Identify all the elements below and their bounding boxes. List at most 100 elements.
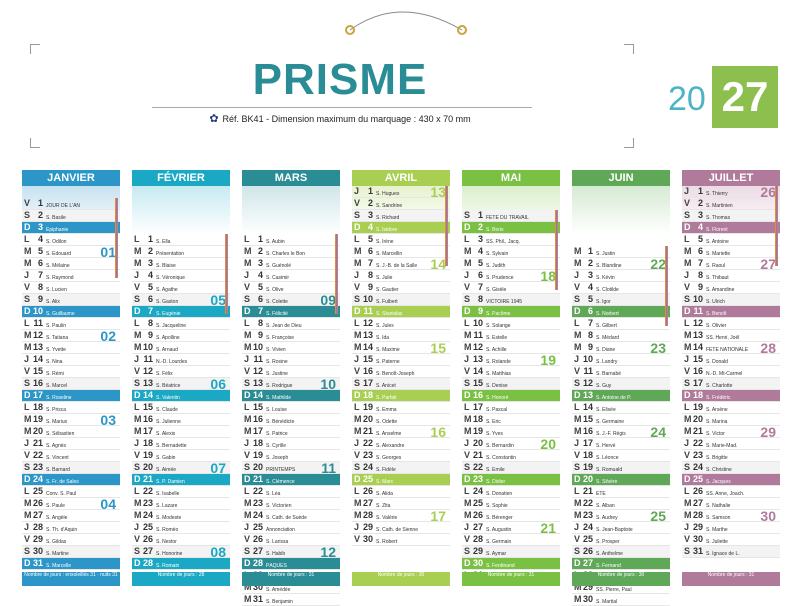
- day-number: 9: [367, 282, 373, 292]
- day-number: 5: [147, 282, 153, 292]
- day-row: J 11 S. Rosine: [242, 354, 340, 366]
- day-number: 12: [692, 318, 703, 328]
- weekday-letter: J: [354, 522, 360, 532]
- day-row: S 30 S. Martine: [22, 546, 120, 558]
- saint-name: S. Edouard: [46, 251, 72, 257]
- saint-name: S. Nathalie: [706, 503, 731, 509]
- day-row: L 11 S. Paulin: [22, 318, 120, 330]
- month-column-2: FÉVRIER L 1 S. Ella M 2 Présentation M 3 S. Blais…: [132, 170, 230, 586]
- day-row: M 28 S. Valérie: [352, 510, 450, 522]
- day-number: 29: [582, 582, 593, 592]
- weekday-letter: D: [354, 222, 361, 232]
- day-row: D 2 S. Boris: [462, 222, 560, 234]
- day-row: S 9 S. Alix: [22, 294, 120, 306]
- saint-name: S. Th. d'Aquin: [46, 527, 78, 533]
- saint-name: S. Joseph: [266, 455, 289, 461]
- day-number: 13: [692, 330, 703, 340]
- weekday-letter: D: [244, 390, 251, 400]
- weekday-letter: M: [244, 246, 252, 256]
- weekday-letter: M: [684, 342, 692, 352]
- weekday-letter: D: [24, 222, 31, 232]
- day-row: L 17 S. Pascal: [462, 402, 560, 414]
- weekday-letter: M: [574, 582, 582, 592]
- weekday-letter: M: [244, 330, 252, 340]
- day-row: M 6 S. Mélaine: [22, 258, 120, 270]
- day-number: 2: [367, 198, 373, 208]
- day-number: 29: [32, 534, 43, 544]
- weekday-letter: M: [244, 594, 252, 604]
- weekday-letter: D: [574, 390, 581, 400]
- weekday-letter: S: [464, 378, 471, 388]
- day-row: M 6 S. Marcellin: [352, 246, 450, 258]
- saint-name: S. Germain: [486, 539, 512, 545]
- weekday-letter: S: [134, 462, 141, 472]
- day-row: L 15 S. Louise: [242, 402, 340, 414]
- weekday-letter: M: [684, 498, 692, 508]
- weekday-letter: M: [134, 342, 142, 352]
- day-number: 3: [477, 234, 483, 244]
- weekday-letter: V: [684, 450, 691, 460]
- weekday-letter: M: [464, 414, 472, 424]
- saint-name: S. Arsène: [706, 407, 728, 413]
- weekday-letter: S: [574, 546, 581, 556]
- day-number: 12: [472, 342, 483, 352]
- saint-name: S. Anselme: [376, 431, 402, 437]
- saint-name: S. Fidèle: [376, 467, 396, 473]
- day-row: V 22 S. Vincent: [22, 450, 120, 462]
- day-number: 7: [587, 318, 593, 328]
- day-row: L 3 SS. Phil., Jacq.: [462, 234, 560, 246]
- day-row: M 23 S. Audrey: [572, 510, 670, 522]
- day-row: D 25 S. Marc: [352, 474, 450, 486]
- weekday-letter: J: [244, 354, 250, 364]
- saint-name: S. Odilon: [46, 239, 67, 245]
- saint-name: S. Colette: [266, 299, 288, 305]
- day-row: S 1 FÊTE DU TRAVAIL: [462, 210, 560, 222]
- day-number: 23: [582, 510, 593, 520]
- day-number: 22: [32, 450, 43, 460]
- saint-name: S. Louise: [266, 407, 287, 413]
- color-strip: [225, 234, 228, 314]
- saint-name: S. Sylvain: [486, 251, 509, 257]
- weekday-letter: S: [24, 462, 31, 472]
- month-footer: Nombre de jours : 31: [242, 572, 340, 586]
- weekday-letter: S: [684, 378, 691, 388]
- saint-name: S. Rodrigue: [266, 383, 293, 389]
- day-number: 27: [692, 498, 703, 508]
- saint-name: S. Ella: [156, 239, 171, 245]
- weekday-letter: L: [684, 318, 690, 328]
- day-number: 23: [472, 474, 483, 484]
- weekday-letter: S: [464, 294, 471, 304]
- day-number: 17: [692, 378, 703, 388]
- day-number: 3: [367, 210, 373, 220]
- saint-name: S. Zita: [376, 503, 391, 509]
- saint-name: S. Gildas: [46, 539, 67, 545]
- weekday-letter: S: [354, 378, 361, 388]
- weekday-letter: M: [574, 510, 582, 520]
- day-number: 11: [253, 354, 263, 364]
- weekday-letter: M: [24, 498, 32, 508]
- weekday-letter: L: [24, 234, 30, 244]
- weekday-letter: M: [354, 246, 362, 256]
- saint-name: S. Claude: [156, 407, 178, 413]
- year-prefix: 20: [668, 80, 706, 118]
- day-number: 9: [697, 282, 703, 292]
- day-row: L 15 S. Claude: [132, 402, 230, 414]
- day-row: M 16 S. Julienne: [132, 414, 230, 426]
- day-row: L 1 S. Ella: [132, 234, 230, 246]
- day-row: L 14 S. Elisée: [572, 402, 670, 414]
- saint-name: S. Thomas: [706, 215, 731, 221]
- saint-name: S. Marie-Mad.: [706, 443, 738, 449]
- saint-name: S. Agnès: [46, 443, 67, 449]
- week-number: 20: [540, 436, 556, 452]
- day-number: 11: [143, 354, 153, 364]
- weekday-letter: M: [574, 498, 582, 508]
- weekday-letter: V: [574, 534, 581, 544]
- weekday-letter: L: [24, 486, 30, 496]
- weekday-letter: S: [464, 546, 471, 556]
- day-number: 21: [692, 426, 703, 436]
- day-number: 24: [472, 486, 483, 496]
- day-row: L 8 S. Jacqueline: [132, 318, 230, 330]
- day-number: 7: [477, 282, 483, 292]
- day-row: S 3 S. Richard: [352, 210, 450, 222]
- saint-name: S. Prosper: [596, 539, 620, 545]
